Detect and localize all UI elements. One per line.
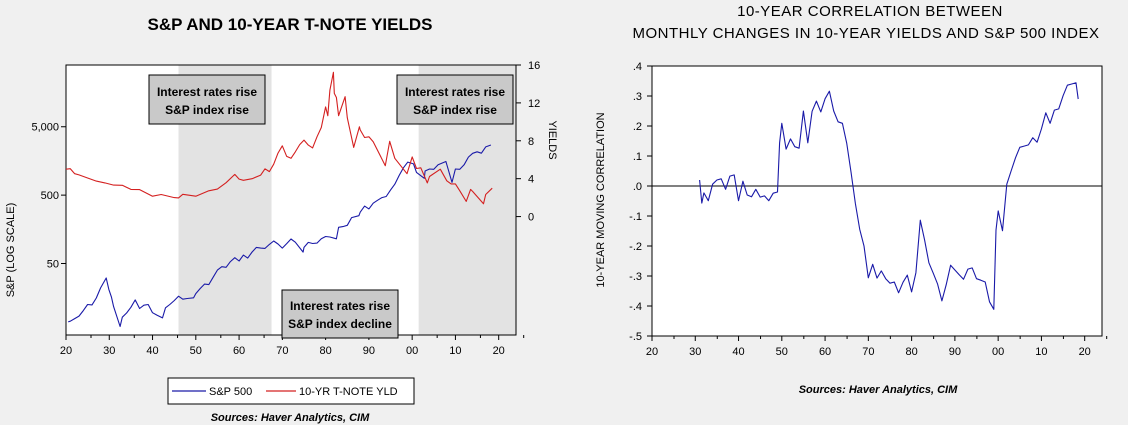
right-x-tick-label: 60 [819, 346, 831, 358]
right-chart: 10-YEAR CORRELATION BETWEEN MONTHLY CHAN… [580, 0, 1128, 425]
correlation-series-line [699, 82, 1079, 310]
right-y-tick-label: 4 [528, 174, 534, 186]
left-source: Sources: Haver Analytics, CIM [211, 412, 370, 424]
annotation-3-box [281, 289, 399, 339]
annotation-1-box [148, 74, 266, 125]
left-series [65, 71, 493, 328]
left-y-tick-label: 50 [47, 258, 59, 270]
left-x-tick-label: 10 [449, 345, 461, 357]
legend: S&P 500 10-YR T-NOTE YLD [167, 377, 415, 405]
right-plot-area [652, 66, 1102, 336]
left-x-tick-label: 40 [146, 345, 158, 357]
right-source: Sources: Haver Analytics, CIM [799, 384, 958, 396]
right-x-tick-label: 50 [776, 346, 788, 358]
right-axes: 20 30 40 50 60 70 80 90 00 10 20 .4 .3 .2 .1 .0 -.1 -.2 -.… [629, 61, 1108, 358]
right-x-tick-label: 00 [992, 346, 1004, 358]
annotation-2-line1: Interest rates rise [405, 85, 505, 99]
annotation-1-line1: Interest rates rise [157, 85, 257, 99]
annotation-3: Interest rates rise S&P index decline [281, 289, 399, 339]
left-chart-title: S&P AND 10-YEAR T-NOTE YIELDS [148, 15, 433, 34]
annotation-3-line1: Interest rates rise [290, 299, 390, 313]
left-x-tick-label: 80 [319, 345, 331, 357]
legend-label-yield: 10-YR T-NOTE YLD [299, 386, 398, 398]
right-y-tick-label: 12 [528, 98, 540, 110]
yield-series-line [65, 71, 493, 205]
right-x-tick-label: 10 [1035, 346, 1047, 358]
legend-label-sp500: S&P 500 [209, 386, 252, 398]
right-x-tick-label: 20 [1079, 346, 1091, 358]
left-x-tick-label: 00 [406, 345, 418, 357]
right-chart-y-tick-label: .2 [633, 121, 642, 133]
left-x-tick-label: 70 [276, 345, 288, 357]
right-chart-y-tick-label: .4 [633, 61, 642, 73]
annotation-3-line2: S&P index decline [288, 317, 392, 331]
right-chart-y-tick-label: -.2 [629, 241, 642, 253]
right-chart-title-line2: MONTHLY CHANGES IN 10-YEAR YIELDS AND S&… [632, 25, 1099, 42]
right-y-tick-label: 16 [528, 60, 540, 72]
left-x-tick-label: 20 [493, 345, 505, 357]
right-x-tick-label: 40 [732, 346, 744, 358]
right-chart-y-tick-label: -.4 [629, 301, 642, 313]
right-plot-frame [651, 65, 1103, 337]
annotation-2: Interest rates rise S&P index rise [396, 74, 514, 125]
right-chart-y-tick-label: .1 [633, 151, 642, 163]
right-chart-y-tick-label: .3 [633, 91, 642, 103]
right-x-tick-label: 90 [949, 346, 961, 358]
right-y-tick-label: 8 [528, 136, 534, 148]
left-chart-svg: S&P AND 10-YEAR T-NOTE YIELDS 20 30 40 50 60… [5, 15, 558, 424]
right-series [699, 82, 1079, 310]
annotation-1-line2: S&P index rise [165, 103, 249, 117]
right-chart-y-tick-label: -.5 [629, 331, 642, 343]
left-y-axis-label: S&P (LOG SCALE) [5, 203, 17, 298]
right-chart-y-tick-label: -.1 [629, 211, 642, 223]
left-x-tick-label: 60 [233, 345, 245, 357]
left-x-tick-label: 50 [190, 345, 202, 357]
left-chart: S&P AND 10-YEAR T-NOTE YIELDS 20 30 40 50 60… [0, 0, 560, 425]
right-x-tick-label: 80 [905, 346, 917, 358]
right-y-axis-label: YIELDS [546, 120, 558, 159]
right-x-tick-label: 20 [646, 346, 658, 358]
annotation-2-line2: S&P index rise [413, 103, 497, 117]
right-x-tick-label: 70 [862, 346, 874, 358]
left-x-tick-label: 30 [103, 345, 115, 357]
right-y-tick-label: 0 [528, 212, 534, 224]
left-y-tick-label: 5,000 [31, 122, 59, 134]
sp500-series-line [68, 144, 492, 328]
left-x-tick-label: 90 [363, 345, 375, 357]
right-chart-svg: 10-YEAR CORRELATION BETWEEN MONTHLY CHAN… [595, 3, 1108, 396]
annotation-1: Interest rates rise S&P index rise [148, 74, 266, 125]
left-x-tick-label: 20 [60, 345, 72, 357]
annotation-2-box [396, 74, 514, 125]
right-y-axis-label: 10-YEAR MOVING CORRELATION [595, 112, 607, 287]
right-chart-y-tick-label: .0 [633, 181, 642, 193]
right-chart-y-tick-label: -.3 [629, 271, 642, 283]
left-y-tick-label: 500 [41, 190, 59, 202]
right-chart-title-line1: 10-YEAR CORRELATION BETWEEN [737, 3, 1003, 20]
right-x-tick-label: 30 [689, 346, 701, 358]
